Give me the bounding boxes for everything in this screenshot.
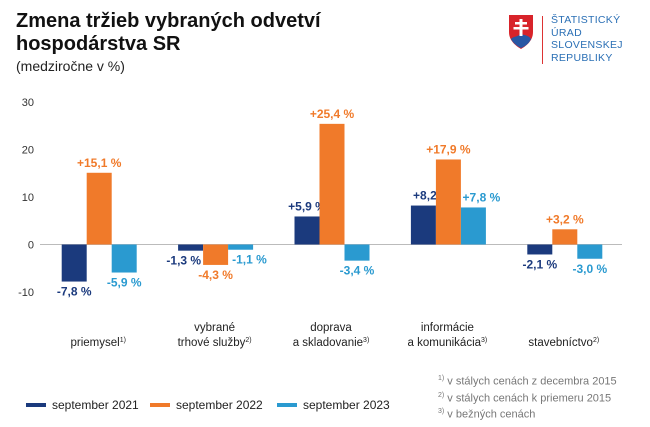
bar — [319, 123, 345, 245]
logo-line-2: ÚRAD — [551, 26, 582, 39]
logo-line-4: REPUBLIKY — [551, 51, 613, 64]
footnote-mark: 1) — [438, 375, 445, 382]
data-label: +25,4 % — [310, 107, 355, 121]
legend-swatch — [26, 403, 46, 407]
footnote-text: v stálych cenách z decembra 2015 — [447, 375, 617, 388]
legend-item-2021: september 2021 — [26, 398, 139, 412]
footnote-text: v bežných cenách — [447, 408, 536, 421]
legend-label: september 2021 — [52, 398, 139, 412]
footnote: 3) v bežných cenách — [438, 405, 617, 422]
data-label: +17,9 % — [426, 142, 471, 156]
logo-text: ŠTATISTICKÝ ÚRAD SLOVENSKEJ REPUBLIKY — [551, 14, 623, 64]
data-label: +3,2 % — [546, 212, 584, 226]
logo-line-1: ŠTATISTICKÝ — [551, 14, 621, 26]
data-label: -2,1 % — [522, 257, 557, 271]
legend-label: september 2022 — [176, 398, 263, 412]
category-label: vybrané — [194, 322, 235, 334]
bar — [86, 172, 112, 245]
footnote-text: v stálych cenách k priemeru 2015 — [447, 392, 612, 405]
y-tick-label: -10 — [18, 287, 34, 299]
footnote-mark: 3) — [438, 408, 445, 416]
bar — [178, 244, 204, 251]
y-tick-label: 20 — [22, 145, 34, 157]
data-label: -7,8 % — [57, 285, 92, 299]
bar — [344, 244, 370, 261]
bar — [460, 207, 486, 245]
footnote-mark: 2) — [438, 391, 445, 399]
data-label: -1,1 % — [232, 253, 267, 267]
data-label: -3,4 % — [340, 264, 375, 278]
category-label: doprava — [310, 322, 352, 334]
bar — [203, 244, 229, 265]
category-label: trhové služby2) — [178, 337, 252, 349]
bar — [61, 244, 87, 282]
logo-line-3: SLOVENSKEJ — [551, 39, 623, 51]
chart-title: Zmena tržieb vybraných odvetví hospodárs… — [16, 10, 321, 55]
legend-swatch — [150, 403, 170, 407]
logo-divider — [542, 16, 543, 64]
bar — [435, 159, 461, 245]
legend-swatch — [277, 403, 297, 407]
legend-item-2023: september 2023 — [277, 398, 390, 412]
bar — [552, 229, 578, 245]
footnote: 1) v stálych cenách z decembra 2015 — [438, 372, 617, 389]
data-label: -1,3 % — [166, 254, 201, 268]
bar — [294, 216, 320, 245]
category-label: a skladovanie3) — [293, 337, 370, 349]
bar — [527, 244, 553, 255]
legend-label: september 2023 — [303, 398, 390, 412]
category-label: informácie — [421, 322, 474, 334]
data-label: -3,0 % — [572, 262, 607, 276]
bar — [410, 205, 436, 245]
category-label: stavebníctvo2) — [528, 337, 599, 349]
data-label: -5,9 % — [107, 276, 142, 290]
chart-subtitle: (medziročne v %) — [16, 58, 125, 74]
slovak-coat-of-arms-icon — [509, 15, 533, 49]
data-label: +5,9 % — [288, 199, 326, 213]
y-tick-label: 10 — [22, 192, 34, 204]
bar — [577, 244, 603, 259]
category-label: priemysel1) — [70, 337, 125, 349]
footnotes: 1) v stálych cenách z decembra 2015 2) v… — [438, 372, 617, 422]
y-tick-label: 0 — [28, 240, 34, 252]
data-label: +7,8 % — [463, 190, 501, 204]
data-label: +15,1 % — [77, 156, 122, 170]
category-label: a komunikácia3) — [408, 337, 488, 349]
bar — [111, 244, 137, 273]
bar — [228, 244, 254, 250]
legend-item-2022: september 2022 — [150, 398, 263, 412]
y-tick-label: 30 — [22, 97, 34, 109]
data-label: -4,3 % — [198, 268, 233, 282]
footnote: 2) v stálych cenách k priemeru 2015 — [438, 389, 617, 406]
